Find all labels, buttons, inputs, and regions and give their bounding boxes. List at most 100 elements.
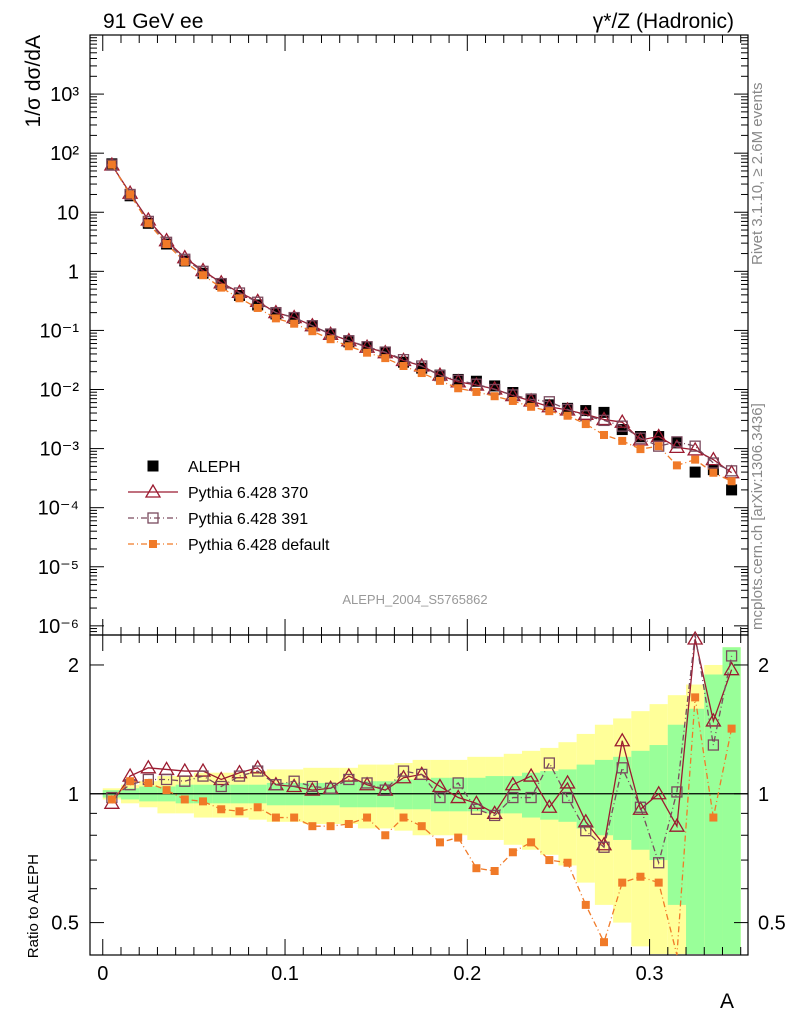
legend-marker xyxy=(144,483,162,498)
main-series-pythia-6-428-391 xyxy=(106,159,738,477)
band-inner xyxy=(631,750,650,850)
data-point xyxy=(140,759,157,774)
ratio-y-tick-label-left: 1 xyxy=(68,784,79,806)
data-point xyxy=(253,803,262,812)
data-point xyxy=(561,791,574,804)
legend-label: Pythia 6.428 391 xyxy=(188,511,308,528)
data-point xyxy=(343,773,355,786)
data-point xyxy=(598,841,610,853)
data-point xyxy=(235,294,244,303)
data-point xyxy=(618,436,627,445)
data-point xyxy=(452,777,464,789)
data-point xyxy=(343,336,355,348)
data-point xyxy=(634,432,647,444)
data-point xyxy=(397,765,410,777)
analysis-id: ALEPH_2004_S5765862 xyxy=(342,592,487,607)
main-y-tick-label: 10⁻² xyxy=(40,380,80,402)
data-point xyxy=(691,693,700,702)
data-point xyxy=(636,872,645,881)
legend-label: Pythia 6.428 default xyxy=(188,537,330,554)
data-point xyxy=(543,396,555,408)
data-point xyxy=(616,420,628,432)
data-point xyxy=(508,396,517,405)
main-y-tick-label: 10² xyxy=(50,143,79,165)
data-point xyxy=(709,813,718,822)
data-point xyxy=(654,878,663,887)
data-point xyxy=(634,431,646,443)
data-point xyxy=(671,786,683,798)
data-point xyxy=(472,864,481,873)
data-point xyxy=(595,411,613,426)
data-point xyxy=(563,858,572,867)
data-point xyxy=(490,867,499,876)
series-line xyxy=(111,164,732,472)
data-point xyxy=(124,188,136,201)
data-point xyxy=(508,848,517,857)
band-inner xyxy=(485,776,504,814)
legend-marker xyxy=(147,512,159,524)
data-point xyxy=(144,778,153,787)
data-point xyxy=(399,361,408,370)
main-y-axis-title: 1/σ dσ/dA xyxy=(22,35,45,127)
ratio-y-tick-label-right: 0.5 xyxy=(758,913,786,935)
data-point xyxy=(344,819,353,828)
data-point xyxy=(543,757,555,769)
data-point xyxy=(363,348,372,357)
data-point xyxy=(616,762,628,774)
main-series-pythia-6-428-370 xyxy=(103,156,740,479)
data-point xyxy=(290,319,299,328)
data-point xyxy=(416,362,428,374)
data-point xyxy=(632,431,649,446)
data-point xyxy=(324,782,337,794)
data-point xyxy=(470,375,482,387)
data-point xyxy=(381,354,390,363)
band-inner xyxy=(686,708,705,954)
x-tick-label: 0.3 xyxy=(636,963,664,985)
data-point xyxy=(577,406,594,420)
data-point xyxy=(725,465,738,477)
legend-label: Pythia 6.428 370 xyxy=(188,485,308,502)
series-line xyxy=(111,634,733,866)
data-point xyxy=(416,768,428,781)
data-point xyxy=(653,440,665,452)
data-point xyxy=(454,833,463,842)
data-point xyxy=(488,809,501,822)
data-point xyxy=(434,791,446,804)
data-point xyxy=(126,777,135,786)
data-point xyxy=(308,822,317,831)
data-point xyxy=(687,441,704,456)
data-point xyxy=(472,387,481,396)
main-y-tick-label: 10⁻³ xyxy=(40,439,80,461)
data-point xyxy=(290,813,299,822)
band-inner xyxy=(667,724,687,905)
data-point xyxy=(231,764,248,779)
data-point xyxy=(563,411,572,420)
data-point xyxy=(671,437,683,449)
data-point xyxy=(527,838,536,847)
data-point xyxy=(162,240,171,249)
data-point xyxy=(363,813,372,822)
ratio-series-pythia-6-428-370 xyxy=(103,630,740,851)
main-y-tick-label: 10⁻⁴ xyxy=(38,498,79,520)
data-point xyxy=(361,777,373,789)
main-y-tick-label: 10⁻⁶ xyxy=(38,616,79,638)
data-point xyxy=(707,739,720,751)
data-point xyxy=(249,759,266,774)
data-point xyxy=(144,219,153,228)
chart-marks: 10⁻⁶ 10⁻⁵ 10⁻⁴ 10⁻³ 10⁻² 10⁻¹ 1 10 10² 10³ 0 0.1 0.2… xyxy=(38,34,786,985)
data-point xyxy=(507,386,519,398)
data-point xyxy=(450,789,467,804)
data-point xyxy=(162,786,171,795)
data-point xyxy=(381,831,390,840)
data-point xyxy=(326,335,335,344)
ratio-series-pythia-6-428-391 xyxy=(106,634,738,869)
data-point xyxy=(271,813,280,822)
data-point xyxy=(107,160,116,169)
data-point xyxy=(727,724,736,733)
data-point xyxy=(106,159,118,171)
data-point xyxy=(507,791,519,804)
data-point xyxy=(213,771,230,786)
data-point xyxy=(107,795,116,804)
data-point xyxy=(671,436,683,448)
